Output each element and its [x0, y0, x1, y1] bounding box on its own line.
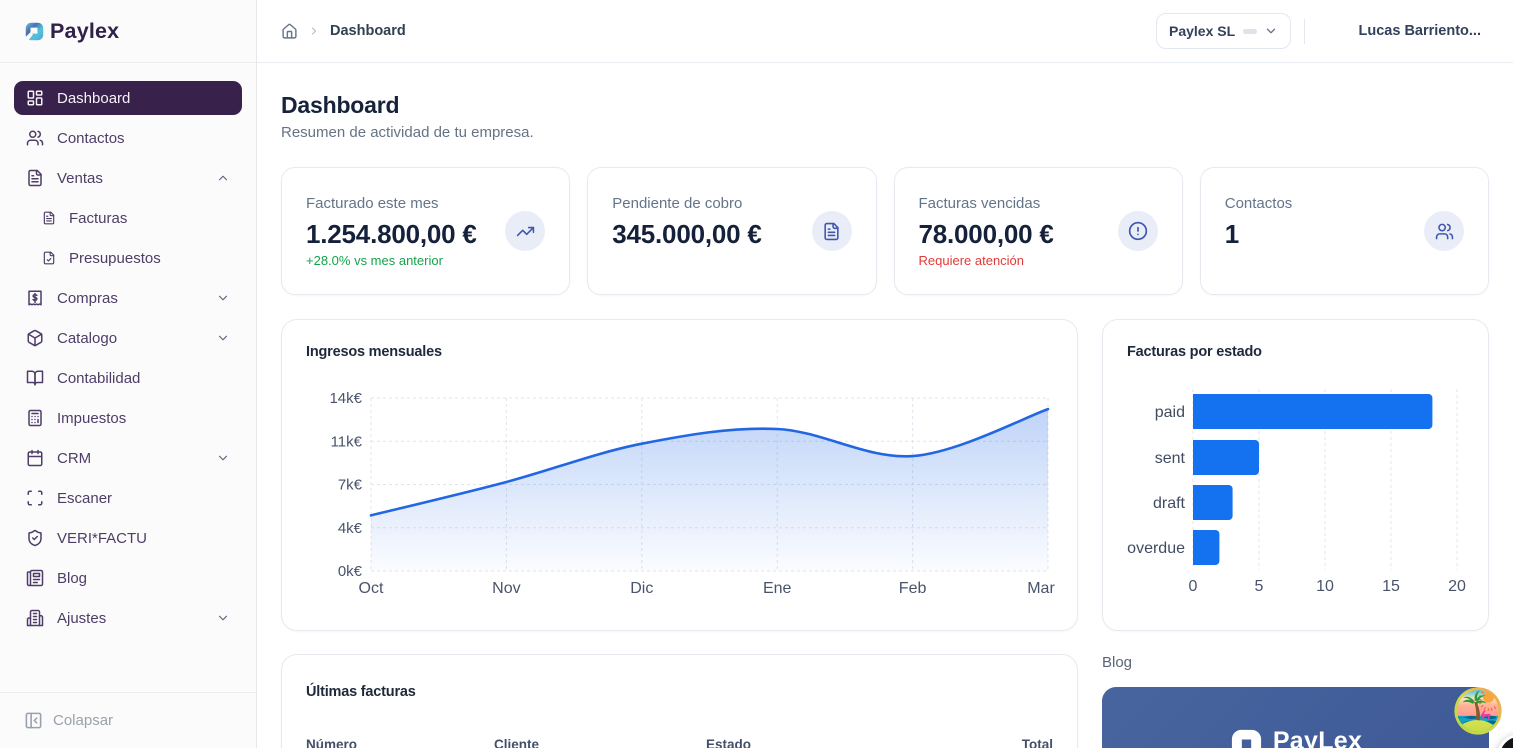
svg-text:4k€: 4k€	[338, 520, 363, 537]
svg-text:paid: paid	[1155, 404, 1185, 421]
svg-text:Dic: Dic	[630, 580, 653, 597]
svg-text:11k€: 11k€	[331, 433, 363, 450]
svg-text:15: 15	[1382, 578, 1400, 595]
svg-text:0k€: 0k€	[338, 563, 363, 580]
svg-text:7k€: 7k€	[338, 477, 363, 494]
svg-text:sent: sent	[1155, 450, 1186, 467]
svg-text:Mar: Mar	[1027, 580, 1055, 597]
svg-text:Nov: Nov	[492, 580, 520, 597]
svg-text:20: 20	[1448, 578, 1466, 595]
svg-text:Ene: Ene	[763, 580, 792, 597]
svg-text:overdue: overdue	[1127, 540, 1185, 557]
svg-text:14k€: 14k€	[329, 390, 362, 407]
svg-text:draft: draft	[1153, 495, 1186, 512]
svg-text:10: 10	[1316, 578, 1334, 595]
svg-text:Feb: Feb	[899, 580, 927, 597]
svg-text:5: 5	[1255, 578, 1264, 595]
svg-text:Oct: Oct	[359, 580, 384, 597]
svg-text:0: 0	[1189, 578, 1198, 595]
